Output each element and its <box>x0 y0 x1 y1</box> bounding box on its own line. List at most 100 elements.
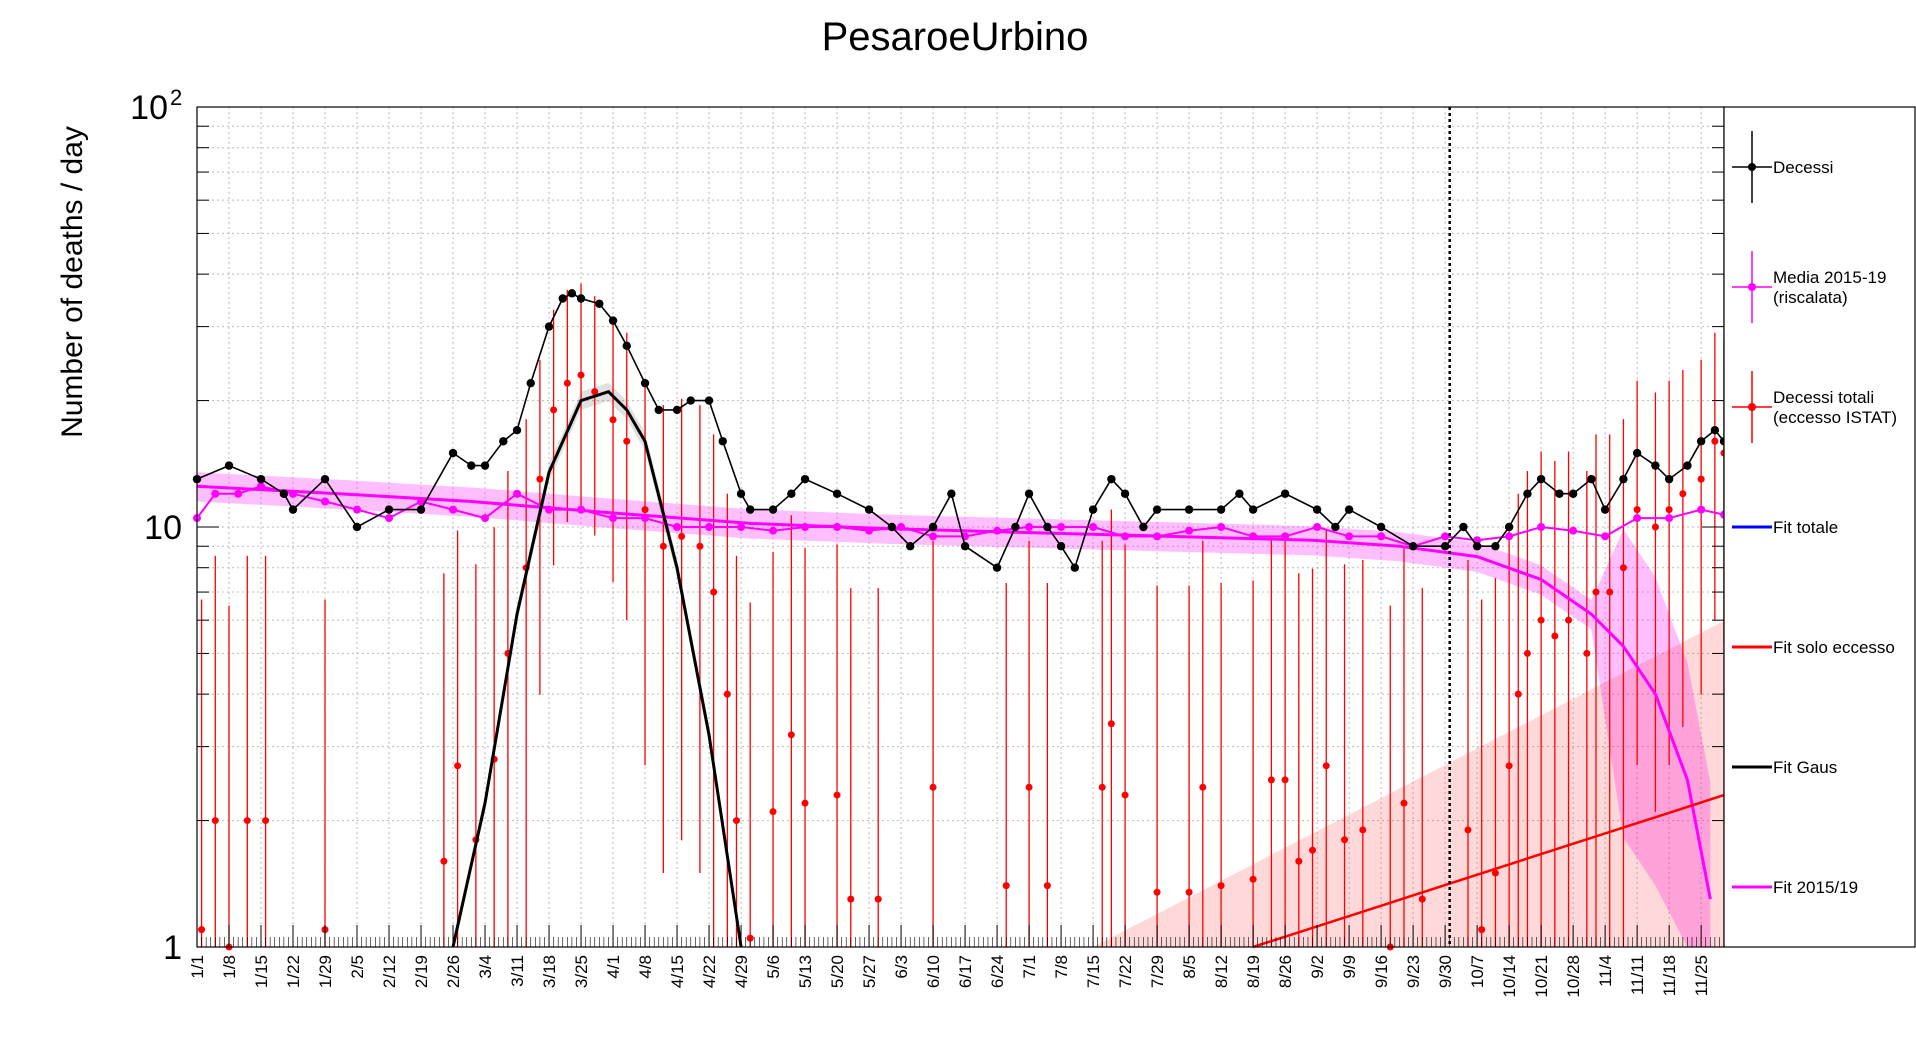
excess-point <box>623 437 631 445</box>
decessi-point <box>512 426 522 435</box>
decessi-point <box>1664 474 1674 484</box>
media-2015-19-point <box>1537 523 1546 531</box>
x-tick-label: 8/5 <box>1180 955 1199 979</box>
decessi-point <box>704 396 714 405</box>
legend-marker <box>1748 283 1756 291</box>
excess-point <box>1281 776 1289 784</box>
excess-point <box>243 817 251 825</box>
series-layer <box>192 283 1729 951</box>
media-2015-19-point <box>513 489 522 498</box>
media-2015-19-point <box>234 489 243 498</box>
x-tick-label: 7/15 <box>1084 955 1103 988</box>
legend-label-line: Media 2015-19 <box>1773 268 1886 287</box>
decessi-point <box>1280 489 1290 498</box>
media-2015-19-point <box>211 489 220 498</box>
excess-point <box>1002 882 1010 890</box>
y-tick-label: 10 <box>144 509 182 547</box>
media-2015-19-point <box>449 505 458 514</box>
x-tick-label: 6/24 <box>988 955 1007 988</box>
legend-label-line: Decessi <box>1773 158 1833 177</box>
excess-point <box>211 817 219 825</box>
legend-label: Media 2015-19 (riscalata) <box>1773 268 1886 307</box>
excess-point <box>1478 926 1486 934</box>
x-tick-label: 3/18 <box>540 955 559 988</box>
media-2015-19-point <box>929 532 938 541</box>
excess-point <box>1121 791 1129 799</box>
excess-point <box>1309 846 1317 854</box>
x-tick-label: 9/16 <box>1372 955 1391 988</box>
media-2015-19-point <box>321 497 330 506</box>
x-tick-label: 5/13 <box>796 955 815 988</box>
excess-point <box>641 506 649 514</box>
excess-point <box>1025 783 1033 791</box>
x-tick-label: 5/20 <box>828 955 847 988</box>
excess-point <box>1322 762 1330 770</box>
x-tick-label: 1/15 <box>252 955 271 988</box>
media-2015-19-point <box>1569 526 1578 535</box>
x-tick-label: 1/22 <box>284 955 303 988</box>
legend-label-line: Fit totale <box>1773 518 1838 537</box>
decessi-point <box>1139 522 1148 532</box>
media-2015-19-point <box>481 514 490 523</box>
legend-label-line: (riscalata) <box>1773 288 1848 307</box>
decessi-point <box>288 505 298 514</box>
excess-point <box>591 388 599 396</box>
excess-point <box>454 762 462 770</box>
decessi-point <box>1312 505 1322 514</box>
decessi-point <box>1472 542 1482 551</box>
fit-excess-band <box>1093 620 1724 947</box>
x-tick-label: 10/14 <box>1500 955 1519 998</box>
x-tick-label: 8/12 <box>1212 955 1231 988</box>
excess-point <box>1606 588 1614 596</box>
x-tick-label: 4/29 <box>732 955 751 988</box>
excess-point <box>1505 762 1513 770</box>
decessi-point <box>622 341 631 351</box>
x-tick-label: 3/25 <box>572 955 591 988</box>
excess-point <box>769 808 777 816</box>
media-2015-19-point <box>1665 514 1674 523</box>
excess-point <box>563 379 571 387</box>
media-2015-19-point <box>769 526 778 535</box>
excess-point <box>1418 895 1426 903</box>
legend-label: Fit totale <box>1773 518 1838 537</box>
excess-point <box>1043 882 1051 890</box>
media-2015-19-point <box>385 514 394 523</box>
excess-point <box>659 542 667 550</box>
x-tick-label: 10/28 <box>1564 955 1583 998</box>
x-tick-label: 8/19 <box>1244 955 1263 988</box>
decessi-point <box>1408 542 1418 551</box>
decessi-point <box>1120 489 1130 498</box>
decessi-point <box>1600 505 1610 514</box>
media-2015-19-point <box>1633 514 1642 523</box>
decessi-point <box>1248 505 1258 514</box>
x-tick-label: 9/2 <box>1308 955 1327 979</box>
decessi-point <box>960 542 970 551</box>
excess-point <box>1199 783 1207 791</box>
media-2015-19-point <box>1025 523 1034 531</box>
decessi-point <box>352 522 362 532</box>
decessi-point <box>526 378 535 388</box>
media-2015-19-point <box>1185 526 1194 535</box>
decessi-point <box>567 289 577 298</box>
decessi-point <box>1235 489 1244 498</box>
media-2015-19-point <box>1217 523 1226 531</box>
decessi-point <box>1632 448 1642 458</box>
x-tick-label: 7/8 <box>1052 955 1071 979</box>
decessi-point <box>558 294 567 303</box>
excess-point <box>874 895 882 903</box>
media-2015-19-point <box>1505 532 1514 541</box>
excess-point <box>696 542 704 550</box>
decessi-point <box>928 522 938 532</box>
x-tick-label: 7/29 <box>1148 955 1167 988</box>
decessi-point <box>1011 522 1020 532</box>
decessi-point <box>1651 461 1660 470</box>
decessi-point <box>1459 522 1468 532</box>
x-tick-label: 4/8 <box>636 955 655 979</box>
decessi-line <box>196 292 1725 570</box>
excess-point <box>787 731 795 739</box>
legend-label: Fit solo eccesso <box>1773 638 1895 657</box>
legend-label: Fit 2015/19 <box>1773 878 1858 897</box>
excess-point <box>1098 783 1106 791</box>
media-2015-19-point <box>1057 523 1066 531</box>
excess-point <box>1359 826 1367 834</box>
